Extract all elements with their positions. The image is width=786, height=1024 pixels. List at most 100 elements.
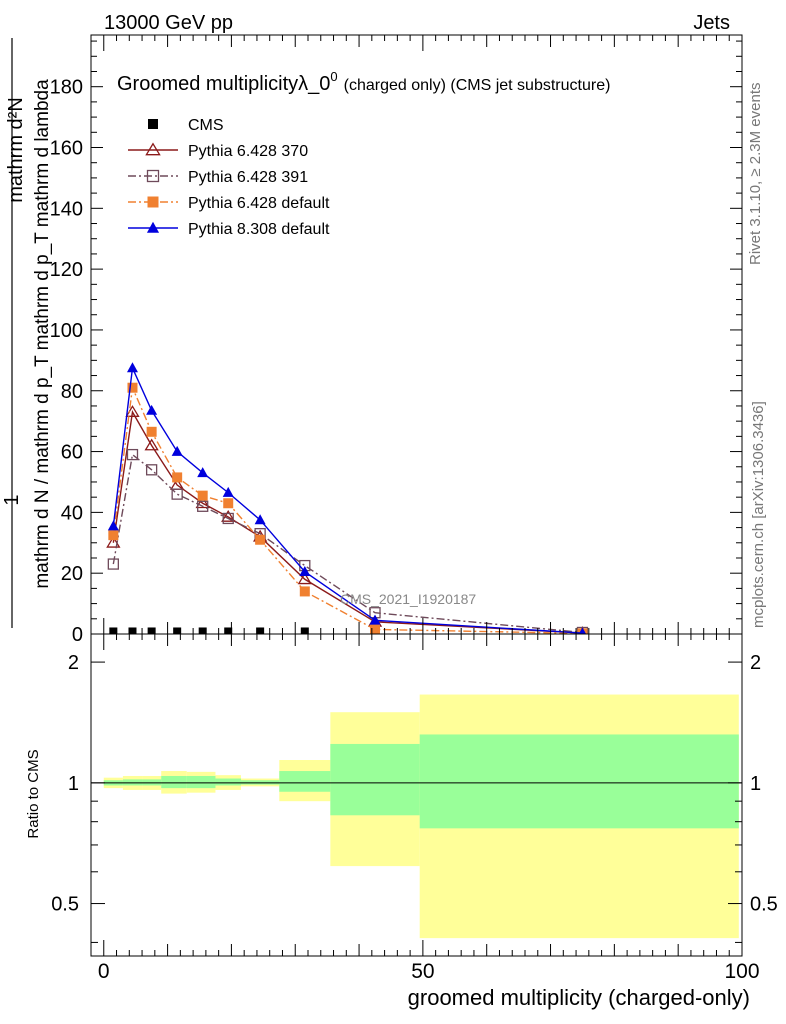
data-point (146, 221, 160, 233)
data-point (222, 486, 234, 497)
legend: CMS Pythia 6.428 370 Pythia 6.428 391 Pythi… (128, 117, 330, 238)
chart-title-main: Groomed multiplicityλ_0 (117, 73, 330, 95)
data-point (108, 530, 119, 541)
data-point (224, 627, 233, 634)
data-point (145, 142, 161, 156)
ratio-band-inner (279, 771, 331, 792)
series-cms (109, 627, 309, 634)
data-point (197, 500, 209, 512)
legend-label: Pythia 8.308 default (188, 221, 330, 238)
data-point (299, 586, 310, 597)
ratio-band-inner (419, 734, 739, 829)
data-point (254, 514, 266, 525)
x-tick-label: 50 (411, 960, 434, 983)
data-point (109, 627, 118, 634)
ratio-band-inner (161, 775, 187, 789)
legend-entry-cms: CMS (148, 117, 224, 134)
legend-entry-py6_370: Pythia 6.428 370 (128, 142, 308, 160)
ratio-axis-ticks (91, 634, 743, 956)
main-series (106, 362, 589, 634)
data-point (106, 535, 121, 548)
series-line (112, 365, 583, 634)
data-point (126, 362, 138, 373)
data-point (195, 496, 210, 509)
data-point (297, 572, 312, 585)
ratio-y-tick-label-left: 0.5 (51, 894, 79, 916)
main-axis-ticks (91, 35, 743, 635)
y-tick-label: 160 (50, 138, 83, 160)
legend-label: Pythia 6.428 default (188, 195, 330, 212)
legend-entry-py6_default: Pythia 6.428 default (128, 195, 330, 212)
analysis-label: CMS_2021_I1920187 (340, 591, 476, 607)
x-tick-labels: 0 50 100 (98, 960, 760, 983)
data-point (146, 404, 158, 415)
data-point (255, 534, 266, 545)
data-point (126, 448, 139, 461)
data-point (221, 509, 236, 522)
data-point (145, 464, 158, 476)
series-line (112, 453, 583, 634)
data-point (146, 169, 160, 183)
data-point (299, 565, 311, 576)
legend-entry-py6_391: Pythia 6.428 391 (128, 169, 308, 186)
data-point (197, 467, 209, 478)
ratio-band-inner (186, 775, 216, 789)
data-point (144, 438, 159, 451)
y-tick-label: 40 (61, 502, 83, 524)
y-tick-label: 100 (50, 320, 83, 342)
x-tick-label: 0 (98, 960, 110, 983)
ratio-bands (103, 694, 739, 939)
data-point (146, 426, 157, 437)
data-point (300, 627, 309, 634)
data-point (197, 490, 208, 501)
chart-title: Groomed multiplicityλ_00 (charged only) (… (117, 69, 610, 95)
x-axis-label: groomed multiplicity (charged-only) (408, 985, 750, 1010)
data-point (172, 472, 183, 483)
data-point (370, 624, 381, 634)
ratio-y-tick-label-right: 0.5 (750, 894, 778, 916)
y-axis-label-denominator: mathrm d N / mathrm d p_T mathrm d p_T m… (32, 79, 53, 589)
y-tick-label: 80 (61, 381, 83, 403)
y-tick-label: 20 (61, 563, 83, 585)
legend-entry-py8_default: Pythia 8.308 default (128, 221, 330, 238)
mcplots-label: mcplots.cern.ch [arXiv:1306.3436] (750, 401, 767, 628)
data-point (222, 512, 234, 525)
data-point (147, 196, 159, 208)
ratio-y-tick-label-left: 2 (68, 652, 79, 674)
legend-label: Pythia 6.428 370 (188, 143, 308, 160)
y-axis-label-numerator: mathrm d²N (5, 97, 27, 203)
data-point (107, 558, 119, 570)
legend-label: CMS (188, 117, 224, 134)
chart-title-tail: (charged only) (CMS jet substructure) (344, 77, 611, 94)
data-point (171, 445, 183, 456)
data-point (223, 498, 234, 509)
data-point (256, 627, 265, 634)
chart-title-superscript: 0 (330, 69, 337, 84)
legend-label: Pythia 6.428 391 (188, 169, 308, 186)
data-point (147, 627, 156, 634)
ratio-y-tick-label-right: 2 (750, 652, 761, 674)
series-py8_default (107, 362, 587, 634)
ratio-y-tick-labels: 0.5 0.5 1 1 2 2 (51, 652, 778, 915)
y-tick-label: 0 (72, 624, 83, 646)
y-tick-label: 140 (50, 198, 83, 220)
rivet-label: Rivet 3.1.10, ≥ 2.3M events (747, 83, 764, 266)
data-point (128, 627, 137, 634)
x-tick-label: 100 (724, 960, 759, 983)
ratio-plot-frame (90, 633, 743, 957)
data-point (148, 119, 158, 129)
y-tick-label: 120 (50, 259, 83, 281)
ratio-y-axis-label: Ratio to CMS (25, 749, 42, 838)
ratio-y-tick-label-right: 1 (750, 773, 761, 795)
data-point (107, 520, 119, 531)
ratio-band-inner (330, 743, 420, 816)
main-y-tick-labels: 0 20 40 60 80 100 120 140 160 180 (50, 77, 83, 646)
series-line (112, 409, 583, 634)
data-point (578, 627, 587, 634)
header-right-label: Jets (693, 12, 730, 34)
ratio-y-tick-label-left: 1 (68, 773, 79, 795)
data-point (369, 614, 381, 625)
ratio-band-inner (215, 778, 241, 786)
data-point (198, 627, 207, 634)
